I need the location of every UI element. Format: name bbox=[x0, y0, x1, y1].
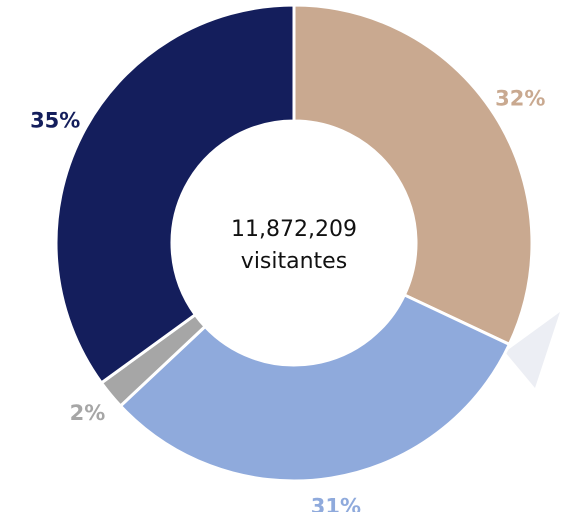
slice bbox=[54, 3, 296, 385]
slice bbox=[292, 3, 534, 347]
center-value: 11,872,209 bbox=[231, 217, 357, 242]
pointer bbox=[505, 312, 560, 388]
slice-label: 31% bbox=[311, 495, 361, 512]
slice bbox=[118, 292, 512, 483]
slice-label: 32% bbox=[495, 86, 545, 110]
slice-label: 35% bbox=[30, 108, 80, 132]
slices bbox=[54, 3, 534, 483]
center-caption: visitantes bbox=[241, 249, 347, 274]
slice-label: 2% bbox=[70, 401, 106, 425]
